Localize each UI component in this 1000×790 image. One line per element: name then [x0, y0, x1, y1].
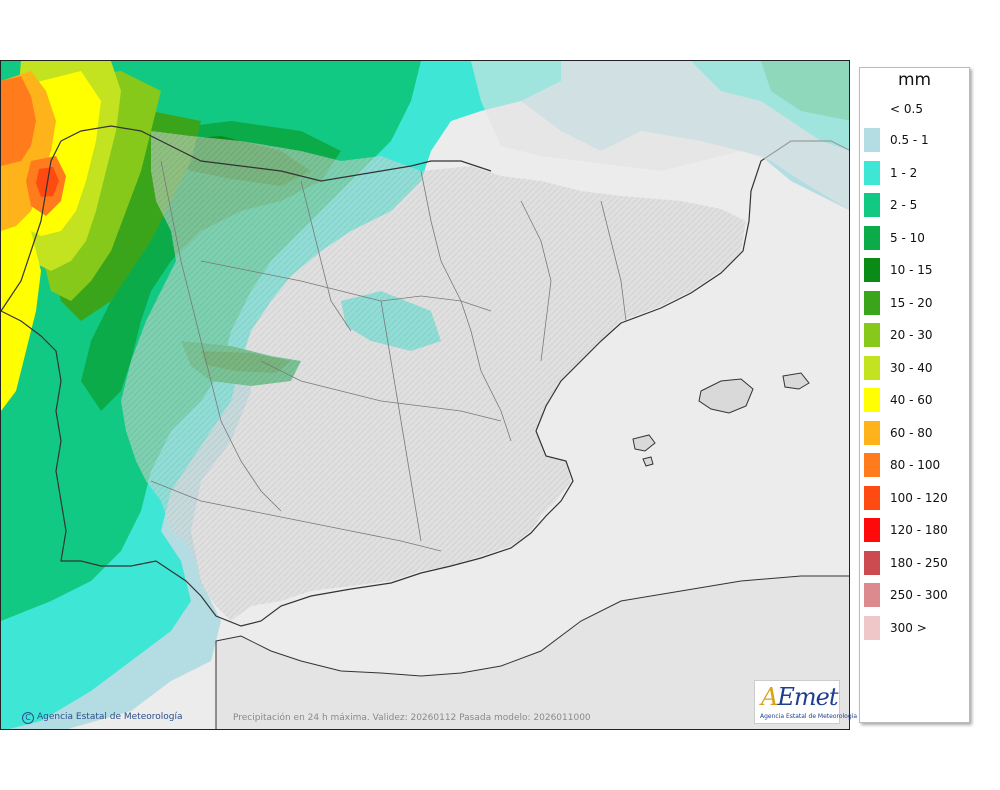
legend-swatch	[864, 420, 880, 445]
legend-swatch	[864, 518, 880, 542]
legend-unit: mm	[897, 70, 932, 90]
legend-item: 120 - 180	[864, 518, 968, 542]
legend-swatch	[864, 583, 880, 607]
legend-swatch	[864, 550, 880, 575]
legend-item: 60 - 80	[864, 420, 968, 445]
legend-item: 250 - 300	[864, 583, 968, 607]
legend-label: 1 - 2	[890, 165, 918, 180]
legend-label: 60 - 80	[890, 425, 933, 440]
legend-swatch	[864, 323, 880, 347]
coastlines	[1, 125, 849, 627]
legend-label: 30 - 40	[890, 360, 933, 375]
legend-swatch	[864, 193, 880, 217]
france-land	[471, 61, 849, 210]
legend-item: 10 - 15	[864, 258, 968, 282]
legend-label: 250 - 300	[890, 588, 948, 602]
logo-letter-a: A	[761, 683, 778, 711]
legend-label: 120 - 180	[890, 523, 948, 537]
legend-item: 80 - 100	[864, 453, 968, 477]
legend-item: 15 - 20	[864, 290, 968, 315]
legend-label: 40 - 60	[890, 393, 933, 407]
legend-swatch	[864, 258, 880, 282]
legend-item: 100 - 120	[864, 485, 968, 510]
logo-letters: Emet	[777, 683, 838, 711]
credit-label: Agencia Estatal de Meteorología	[37, 712, 183, 722]
legend-swatch	[864, 615, 880, 640]
legend-label: 10 - 15	[890, 263, 933, 277]
north-africa-coast	[215, 575, 849, 729]
logo-wordmark: AEmet	[761, 683, 838, 711]
precipitation-map	[0, 60, 850, 730]
legend-item: 1 - 2	[864, 160, 968, 185]
legend-label: 300 >	[890, 620, 927, 635]
copyright-icon: C	[22, 712, 34, 724]
legend-panel: mm < 0.5 0.5 - 1 1 - 2 2 - 5 5 - 10 10 - 15 1…	[859, 67, 970, 723]
legend-swatch	[864, 128, 880, 152]
legend-label: 100 - 120	[890, 490, 948, 505]
legend-item: 20 - 30	[864, 323, 968, 347]
legend-label: 80 - 100	[890, 458, 941, 472]
balearic-islands	[632, 372, 810, 467]
legend-swatch	[864, 290, 880, 315]
legend-item: 5 - 10	[864, 225, 968, 250]
legend-swatch	[864, 225, 880, 250]
legend-label: 15 - 20	[890, 295, 933, 310]
legend-item: 0.5 - 1	[864, 128, 968, 152]
logo-subtitle: Agencia Estatal de Meteorología	[760, 713, 857, 720]
legend-under-label: < 0.5	[890, 102, 923, 116]
legend-item: 30 - 40	[864, 355, 968, 380]
legend-item: 40 - 60	[864, 388, 968, 412]
legend-swatch	[864, 355, 880, 380]
map-canvas	[1, 61, 849, 729]
map-caption: Precipitación en 24 h máxima. Validez: 2…	[233, 713, 591, 723]
legend-label: 0.5 - 1	[890, 133, 929, 147]
legend-swatch	[864, 453, 880, 477]
legend-item: 2 - 5	[864, 193, 968, 217]
legend-swatch	[864, 388, 880, 412]
iberia-landmass	[121, 131, 746, 621]
legend-swatch	[864, 485, 880, 510]
legend-label: 5 - 10	[890, 230, 925, 245]
regional-borders	[150, 160, 627, 552]
credit-text: C Agencia Estatal de Meteorología	[22, 712, 183, 724]
legend-label: 180 - 250	[890, 555, 948, 570]
legend-label: 20 - 30	[890, 328, 933, 342]
legend-label: 2 - 5	[890, 198, 918, 212]
legend-item: 300 >	[864, 615, 968, 640]
legend-item: 180 - 250	[864, 550, 968, 575]
legend-swatch	[864, 160, 880, 185]
aemet-logo: AEmet Agencia Estatal de Meteorología	[754, 680, 857, 724]
